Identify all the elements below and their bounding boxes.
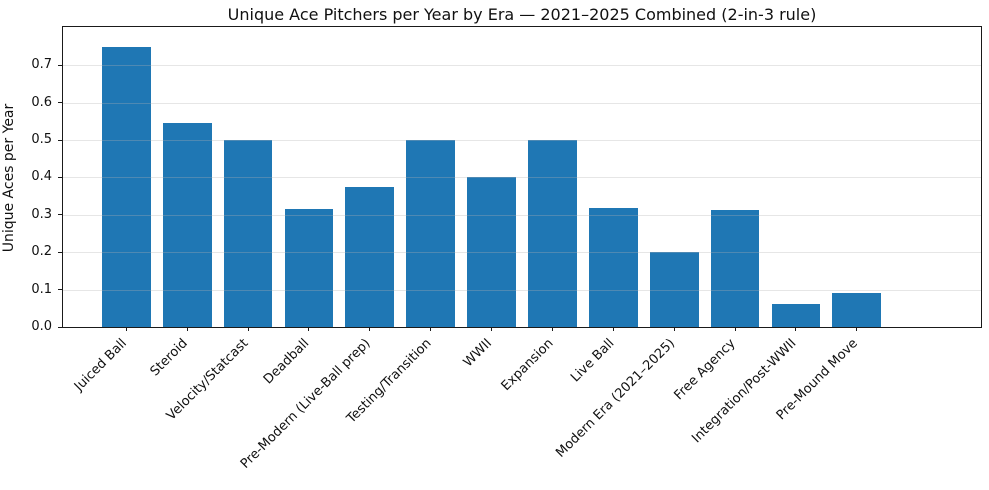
bar bbox=[162, 122, 212, 327]
gridline bbox=[63, 252, 981, 254]
y-tick-label: 0.7 bbox=[31, 57, 52, 73]
bar bbox=[284, 208, 334, 327]
x-tick-label: WWII bbox=[460, 336, 496, 371]
x-tick bbox=[856, 327, 858, 331]
y-tick-label: 0.6 bbox=[31, 94, 52, 110]
bar bbox=[588, 207, 638, 327]
x-tick-label: Integration/Post-WWII bbox=[689, 336, 800, 447]
gridline bbox=[63, 65, 981, 67]
gridline bbox=[63, 102, 981, 104]
bar bbox=[771, 303, 821, 327]
y-tick-label: 0.1 bbox=[31, 281, 52, 297]
x-tick bbox=[673, 327, 675, 331]
plot-area bbox=[62, 26, 982, 328]
x-tick-label: Free Agency bbox=[671, 336, 739, 404]
gridline bbox=[63, 177, 981, 179]
y-tick bbox=[58, 64, 63, 66]
bar bbox=[101, 46, 151, 327]
bar bbox=[406, 140, 456, 327]
x-tick-label: Juiced Ball bbox=[71, 336, 130, 395]
x-tick bbox=[430, 327, 432, 331]
gridline bbox=[63, 214, 981, 216]
x-tick bbox=[734, 327, 736, 331]
y-tick-label: 0.5 bbox=[31, 132, 52, 147]
x-tick bbox=[491, 327, 493, 331]
y-tick-label: 0.2 bbox=[31, 244, 52, 260]
y-tick bbox=[58, 102, 63, 104]
x-tick bbox=[795, 327, 797, 331]
y-tick bbox=[58, 176, 63, 178]
x-tick-label: Live Ball bbox=[567, 336, 617, 386]
y-tick bbox=[58, 139, 63, 141]
bar bbox=[223, 140, 273, 327]
bar bbox=[710, 210, 760, 327]
bar bbox=[832, 293, 882, 327]
y-tick bbox=[58, 289, 63, 291]
y-tick bbox=[58, 251, 63, 253]
x-tick-label: Modern Era (2021–2025) bbox=[553, 336, 678, 461]
y-tick-label: 0.0 bbox=[31, 319, 52, 334]
x-tick bbox=[247, 327, 249, 331]
x-tick bbox=[308, 327, 310, 331]
x-tick bbox=[612, 327, 614, 331]
bar bbox=[528, 140, 577, 327]
bar bbox=[649, 252, 699, 327]
gridline bbox=[63, 140, 981, 141]
x-tick-label: Expansion bbox=[498, 336, 557, 394]
x-tick bbox=[551, 327, 553, 331]
bar bbox=[345, 186, 395, 327]
x-tick-label: Steroid bbox=[147, 336, 191, 380]
chart-title: Unique Ace Pitchers per Year by Era — 20… bbox=[227, 5, 817, 24]
x-tick bbox=[369, 327, 371, 331]
y-tick-label: 0.3 bbox=[31, 206, 52, 222]
y-tick-label: 0.4 bbox=[31, 169, 52, 185]
y-tick bbox=[58, 214, 63, 216]
gridline bbox=[63, 289, 981, 291]
bar bbox=[467, 177, 516, 327]
y-tick bbox=[58, 326, 63, 328]
x-tick-label: Pre-Modern (Live-Ball prep) bbox=[237, 336, 374, 472]
x-tick bbox=[186, 327, 188, 331]
x-tick bbox=[125, 327, 127, 331]
x-tick-label: Deadball bbox=[261, 336, 313, 388]
